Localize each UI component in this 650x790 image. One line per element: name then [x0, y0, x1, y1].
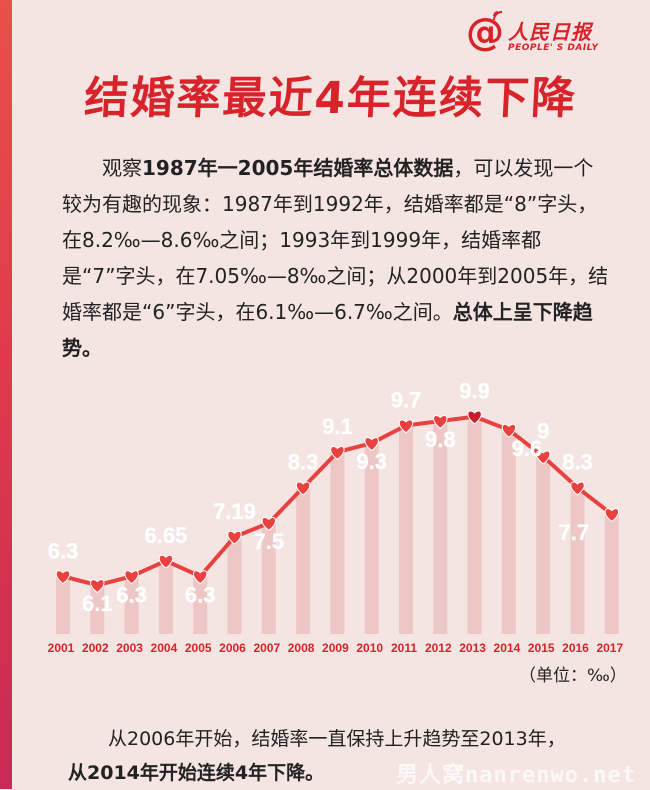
logo-at-symbol: @: [466, 10, 504, 54]
heart-marker-2006: [227, 530, 242, 545]
heart-marker-2009: [330, 446, 345, 460]
heart-marker-2008: [295, 481, 311, 496]
bar-2005: [193, 576, 208, 634]
data-label-2004: 6.65: [144, 523, 187, 548]
x-tick-2012: 2012: [425, 641, 452, 655]
bar-2017: [604, 514, 619, 634]
x-tick-2010: 2010: [356, 641, 383, 655]
marriage-rate-chart: 6.36.1 6.36.656.37.197.58.39.19.39.79.89.…: [48, 378, 624, 655]
bar-2010: [364, 443, 379, 634]
logo-name-en: PEOPLE' S DAILY: [508, 43, 599, 53]
data-label-2014: 9.6: [512, 436, 543, 461]
intro-bold-1: 1987年一2005年结婚率总体数据: [142, 156, 454, 180]
x-tick-2014: 2014: [494, 641, 521, 655]
data-label-2011: 9.7: [391, 387, 422, 412]
data-label-2003: 6.3: [116, 582, 147, 607]
bar-2011: [399, 425, 413, 634]
x-tick-2007: 2007: [253, 641, 280, 655]
bar-2016: [570, 487, 585, 634]
logo-name-cn: 人民日报: [508, 20, 592, 44]
heart-marker-2012: [433, 414, 448, 429]
x-tick-2009: 2009: [322, 641, 349, 655]
heart-marker-2002: [90, 579, 105, 594]
bar-2003: [124, 576, 139, 634]
x-tick-2003: 2003: [116, 641, 143, 655]
bar-2002: [90, 585, 105, 634]
x-tick-2002: 2002: [82, 641, 109, 655]
heart-marker-2001: [55, 570, 71, 585]
outro-text-1: 从2006年开始，结婚率一直保持上升趋势至2013年，: [108, 728, 566, 750]
data-label-2007: 7.5: [254, 529, 285, 554]
intro-text-1: 观察: [102, 156, 142, 180]
heart-marker-2011: [398, 419, 414, 434]
bar-2009: [330, 452, 345, 634]
x-tick-2006: 2006: [219, 641, 246, 655]
x-tick-2008: 2008: [288, 641, 315, 655]
heart-marker-2014: [501, 423, 517, 438]
data-label-2001: 6.3: [48, 538, 79, 563]
data-label-2006: 7.19: [213, 499, 256, 524]
bar-2006: [227, 536, 242, 634]
x-tick-2011: 2011: [391, 641, 417, 655]
bar-2015: [536, 456, 551, 634]
unit-label: （单位：‰）: [519, 666, 627, 686]
bar-2004: [158, 560, 173, 634]
bar-2013: [467, 416, 482, 634]
heart-marker-2003: [124, 570, 139, 585]
data-label-2010: 9.3: [356, 449, 387, 474]
page-title: 结婚率最近4年连续下降: [83, 73, 579, 124]
heart-marker-2013: [467, 410, 482, 425]
x-tick-2013: 2013: [459, 641, 486, 655]
heart-marker-2015: [536, 450, 551, 465]
x-tick-2001: 2001: [48, 641, 75, 655]
heart-marker-2005: [193, 570, 208, 585]
heart-marker-2004: [158, 554, 174, 569]
heart-marker-2016: [570, 481, 585, 496]
site-watermark: 男人窝nanrenwo.net: [396, 763, 636, 788]
intro-text-2: ，可以发现一个较为有趣的现象：1987年到1992年，结婚率都是“8”字头，在8…: [62, 156, 609, 324]
outro-paragraph: 从2006年开始，结婚率一直保持上升趋势至2013年， 从2014年开始连续4年下…: [68, 722, 628, 790]
data-label-2015: 9: [537, 419, 549, 444]
x-tick-2016: 2016: [562, 641, 589, 655]
x-tick-2004: 2004: [151, 641, 178, 655]
x-tick-2015: 2015: [528, 641, 555, 655]
heart-marker-2007: [261, 517, 276, 531]
data-label-2005: 6.3: [185, 582, 216, 607]
data-label-2009: 9.1: [322, 414, 353, 439]
data-label-2012: 9.8: [425, 427, 456, 452]
bar-2008: [296, 487, 311, 634]
peoples-daily-logo: @ 人民日报 PEOPLE' S DAILY: [466, 6, 616, 62]
heart-marker-2017: [604, 508, 619, 523]
x-tick-2005: 2005: [185, 641, 212, 655]
intro-bold-2: 总体上呈下降趋势。: [62, 300, 593, 360]
data-label-2002: 6.1: [82, 591, 113, 616]
bar-2001: [56, 576, 70, 634]
broadcast-waves-icon: [493, 11, 503, 21]
heart-marker-2010: [364, 437, 379, 452]
data-label-2016: 8.3: [562, 450, 593, 475]
outro-bold-1: 从2014年开始连续4年下降。: [68, 762, 325, 784]
data-label-2017: 7.7: [559, 520, 590, 545]
x-tick-2017: 2017: [596, 641, 623, 655]
intro-paragraph: 观察1987年一2005年结婚率总体数据，可以发现一个较为有趣的现象：1987年…: [62, 150, 610, 366]
bar-2007: [261, 523, 276, 634]
left-accent-bar: [0, 0, 12, 789]
bar-2014: [501, 429, 516, 634]
data-label-2008: 8.3: [288, 450, 319, 475]
bar-2012: [433, 421, 448, 634]
data-label-2013: 9.9: [459, 379, 490, 404]
